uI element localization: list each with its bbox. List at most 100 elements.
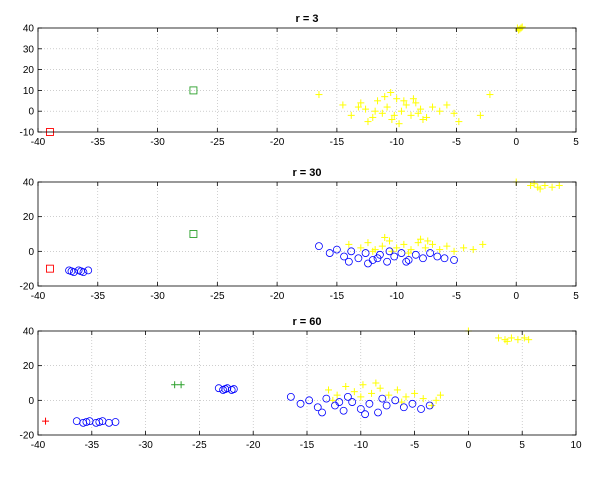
data-point (318, 408, 326, 417)
data-point (171, 381, 179, 389)
data-point (419, 254, 427, 263)
y-tick-label: 20 (23, 361, 35, 372)
data-point (407, 111, 415, 119)
y-tick-label: 0 (28, 107, 34, 118)
x-tick-label: -20 (270, 137, 285, 148)
y-tick-label: 0 (28, 247, 34, 258)
series-1 (345, 233, 487, 257)
data-point (541, 181, 549, 189)
data-point (335, 398, 344, 406)
x-tick-label: 5 (573, 291, 579, 302)
subplot-title: r = 3 (296, 13, 319, 25)
data-point (364, 118, 372, 126)
y-tick-label: 10 (23, 86, 35, 97)
data-point (372, 379, 380, 387)
series-1 (325, 379, 444, 410)
data-point (325, 386, 333, 394)
axes-frame (37, 27, 577, 133)
x-tick-label: -25 (210, 137, 225, 148)
data-point (390, 252, 399, 261)
y-tick-label: -20 (20, 431, 35, 442)
data-point (443, 242, 451, 250)
x-tick-label: -40 (31, 291, 46, 302)
data-point (436, 107, 444, 115)
data-point (460, 244, 468, 252)
data-point (486, 91, 494, 99)
x-tick-label: -20 (270, 291, 285, 302)
x-tick-label: -15 (330, 291, 345, 302)
data-point (432, 396, 440, 404)
series-3 (189, 86, 198, 95)
data-point (405, 249, 413, 257)
data-point (428, 402, 436, 410)
data-point (408, 399, 417, 408)
data-point (417, 105, 425, 113)
data-point (315, 242, 323, 251)
x-tick-label: 0 (513, 137, 519, 148)
data-point (419, 395, 427, 403)
data-point (399, 403, 408, 412)
series-1 (315, 88, 494, 128)
data-point (383, 103, 391, 111)
data-point (369, 113, 377, 121)
data-point (412, 99, 420, 107)
subplot-1: -40 -35 -30 -25 -20 -15 -10 -5 0 5 -10 0 10 20 30 40 r =… (20, 13, 580, 148)
x-tick-label: -5 (452, 137, 461, 148)
data-point (419, 116, 427, 124)
x-tick-label: 5 (519, 440, 525, 451)
data-point (354, 103, 362, 111)
data-point (371, 107, 379, 115)
y-tick-label: 20 (23, 65, 35, 76)
x-tick-label: -30 (150, 137, 165, 148)
series-6 (171, 381, 185, 389)
x-tick-label: 0 (466, 440, 472, 451)
data-point (450, 256, 458, 264)
data-point (374, 97, 382, 105)
data-point (393, 244, 401, 252)
data-point (189, 230, 198, 238)
plot-area (38, 182, 576, 286)
y-tick-label: 30 (23, 44, 35, 55)
data-point (443, 101, 451, 109)
data-point (339, 406, 348, 415)
data-point (417, 405, 425, 413)
data-point (440, 254, 449, 263)
data-point (527, 181, 535, 189)
data-point (365, 399, 374, 408)
data-point (417, 235, 425, 243)
data-point (518, 23, 526, 31)
data-point (46, 264, 54, 273)
data-point (385, 237, 393, 245)
data-point (402, 101, 410, 109)
data-point (402, 257, 411, 266)
data-point (354, 254, 363, 263)
data-point (393, 95, 401, 103)
data-point (339, 101, 347, 109)
data-point (325, 249, 334, 257)
data-point (390, 111, 398, 119)
x-tick-label: -10 (389, 137, 404, 148)
x-tick-label: -30 (138, 440, 153, 451)
x-tick-label: -35 (91, 291, 106, 302)
x-tick-label: 0 (513, 291, 519, 302)
x-tick-label: -5 (410, 440, 419, 451)
data-point (221, 385, 230, 393)
data-point (373, 254, 382, 263)
data-point (322, 394, 331, 403)
data-point (436, 391, 444, 399)
data-point (411, 250, 420, 259)
x-tick-label: -20 (246, 440, 261, 451)
data-point (333, 391, 341, 399)
data-point (383, 257, 392, 266)
data-point (507, 334, 515, 342)
y-tick-label: -20 (20, 282, 35, 293)
y-tick-label: 20 (23, 212, 35, 223)
data-point (411, 389, 419, 397)
data-point (387, 88, 395, 96)
data-point (361, 249, 370, 257)
data-point (409, 95, 417, 103)
data-point (348, 398, 357, 406)
series-3 (286, 392, 434, 419)
data-point (67, 267, 76, 276)
